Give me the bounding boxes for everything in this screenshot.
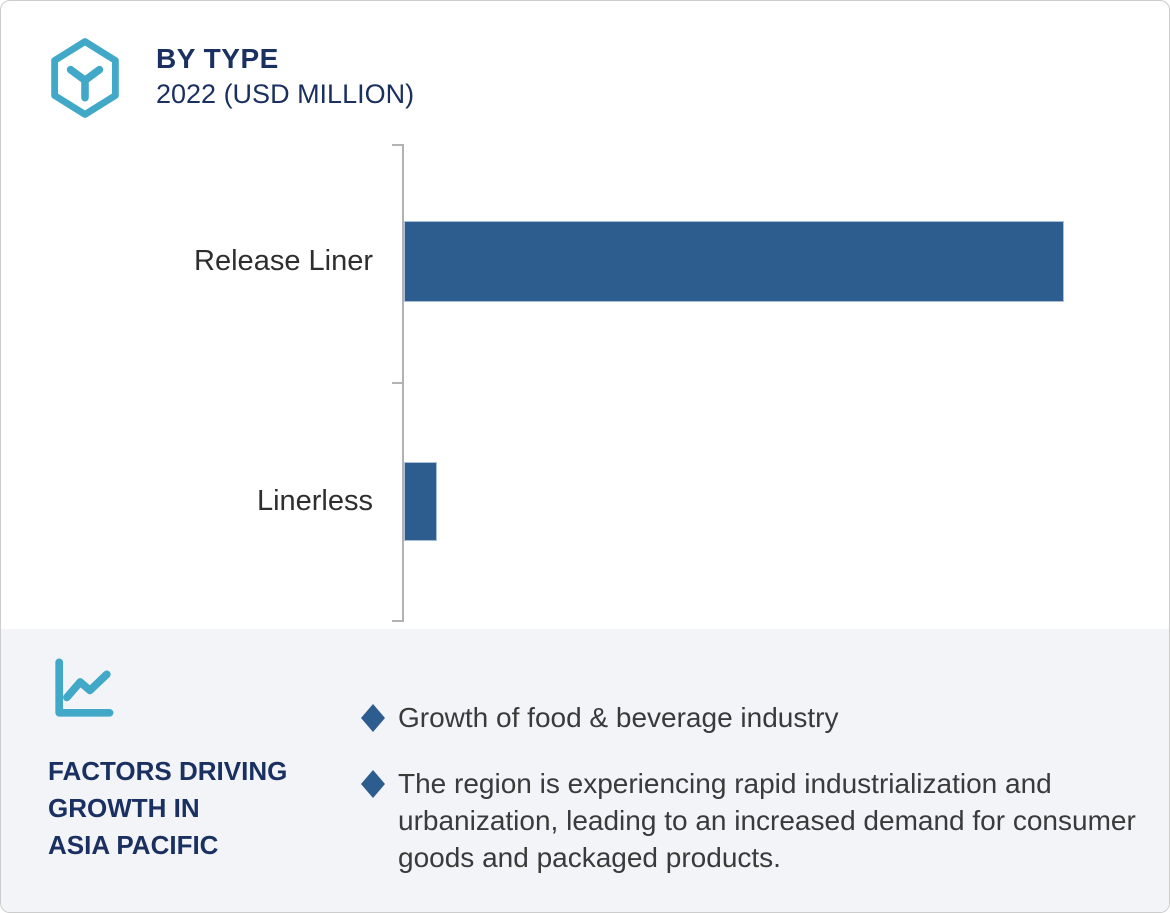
bar-linerless <box>404 462 437 541</box>
factors-panel: FACTORS DRIVING GROWTH IN ASIA PACIFIC G… <box>1 629 1169 912</box>
axis-tick <box>392 144 403 146</box>
factors-heading: FACTORS DRIVING GROWTH IN ASIA PACIFIC <box>48 753 287 864</box>
category-label-linerless: Linerless <box>256 485 373 517</box>
factor-bullet-text: Growth of food & beverage industry <box>398 702 839 733</box>
factors-heading-line: ASIA PACIFIC <box>48 830 219 860</box>
diamond-bullet-icon <box>361 770 385 798</box>
line-chart-icon <box>55 658 114 717</box>
axis-tick <box>392 382 403 384</box>
diamond-bullet-icon <box>361 704 385 732</box>
factors-heading-line: GROWTH IN <box>48 793 200 823</box>
factor-bullet-item: Growth of food & beverage industry <box>361 699 838 736</box>
chart-subtitle: 2022 (USD MILLION) <box>156 79 415 109</box>
chart-title: BY TYPE <box>156 43 279 74</box>
factors-heading-line: FACTORS DRIVING <box>48 756 288 786</box>
factor-bullet-item: The region is experiencing rapid industr… <box>361 765 1153 876</box>
bar-release-liner <box>404 221 1064 302</box>
axis-tick <box>392 620 403 622</box>
factor-bullet-text: The region is experiencing rapid industr… <box>398 768 1136 873</box>
y-axis-line <box>402 144 404 622</box>
hexagon-cube-icon <box>51 38 119 118</box>
category-label-release-liner: Release Liner <box>194 245 373 277</box>
